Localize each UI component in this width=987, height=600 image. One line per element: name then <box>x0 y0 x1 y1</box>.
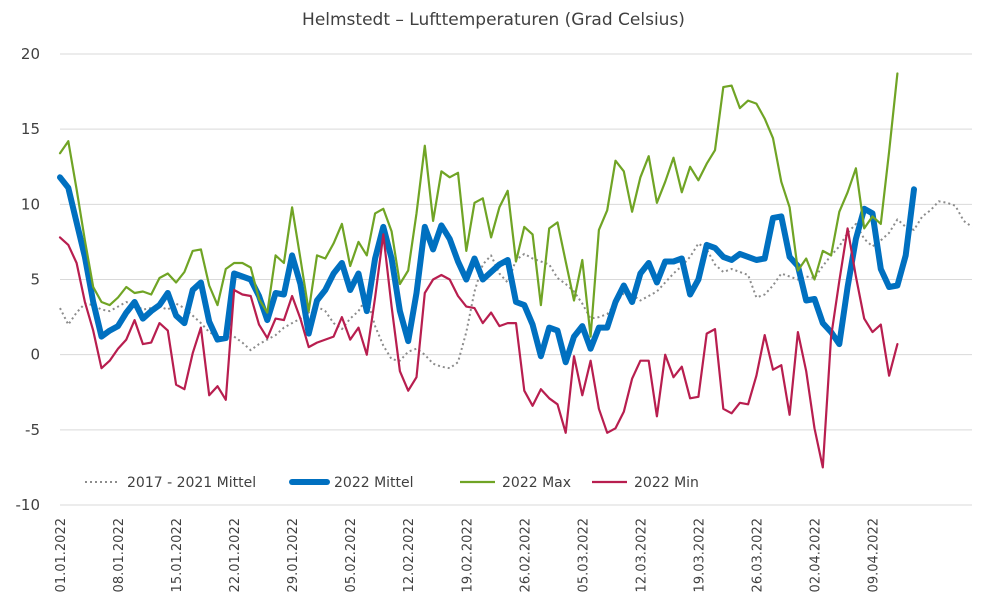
chart-title: Helmstedt – Lufttemperaturen (Grad Celsi… <box>302 10 685 30</box>
x-tick-label: 02.04.2022 <box>808 518 823 592</box>
x-tick-label: 12.02.2022 <box>402 518 417 592</box>
y-tick-label: 20 <box>21 45 40 63</box>
x-tick-label: 12.03.2022 <box>634 518 649 592</box>
x-tick-label: 01.01.2022 <box>54 518 69 592</box>
x-tick-label: 26.03.2022 <box>750 518 765 592</box>
x-tick-label: 15.01.2022 <box>170 518 185 592</box>
x-tick-label: 26.02.2022 <box>518 518 533 592</box>
x-tick-label: 05.02.2022 <box>344 518 359 592</box>
y-axis-ticks: -10 -5 0 5 10 15 20 <box>16 45 41 514</box>
x-axis-ticks: 01.01.2022 08.01.2022 15.01.2022 22.01.2022… <box>54 518 882 592</box>
x-tick-label: 09.04.2022 <box>867 518 882 592</box>
x-tick-label: 22.01.2022 <box>228 518 243 592</box>
x-tick-label: 19.02.2022 <box>460 518 475 592</box>
legend: 2017 - 2021 Mittel 2022 Mittel 2022 Max 202… <box>85 475 699 491</box>
legend-label: 2022 Max <box>502 475 571 491</box>
y-tick-label: 15 <box>21 120 40 138</box>
y-tick-label: 5 <box>30 271 40 289</box>
series-line-1 <box>57 174 917 366</box>
legend-label: 2022 Min <box>634 475 699 491</box>
series-line-2 <box>58 72 899 338</box>
y-tick-label: -5 <box>25 421 40 439</box>
series-lines <box>57 72 973 469</box>
y-tick-label: -10 <box>16 496 41 514</box>
x-tick-label: 19.03.2022 <box>692 518 707 592</box>
series-line-3 <box>58 227 899 469</box>
gridlines <box>60 53 972 506</box>
x-tick-label: 29.01.2022 <box>286 518 301 592</box>
x-tick-label: 08.01.2022 <box>112 518 127 592</box>
y-tick-label: 0 <box>30 346 40 364</box>
y-tick-label: 10 <box>21 195 40 213</box>
x-tick-label: 05.03.2022 <box>576 518 591 592</box>
legend-label: 2022 Mittel <box>334 475 414 491</box>
legend-label: 2017 - 2021 Mittel <box>127 475 256 491</box>
